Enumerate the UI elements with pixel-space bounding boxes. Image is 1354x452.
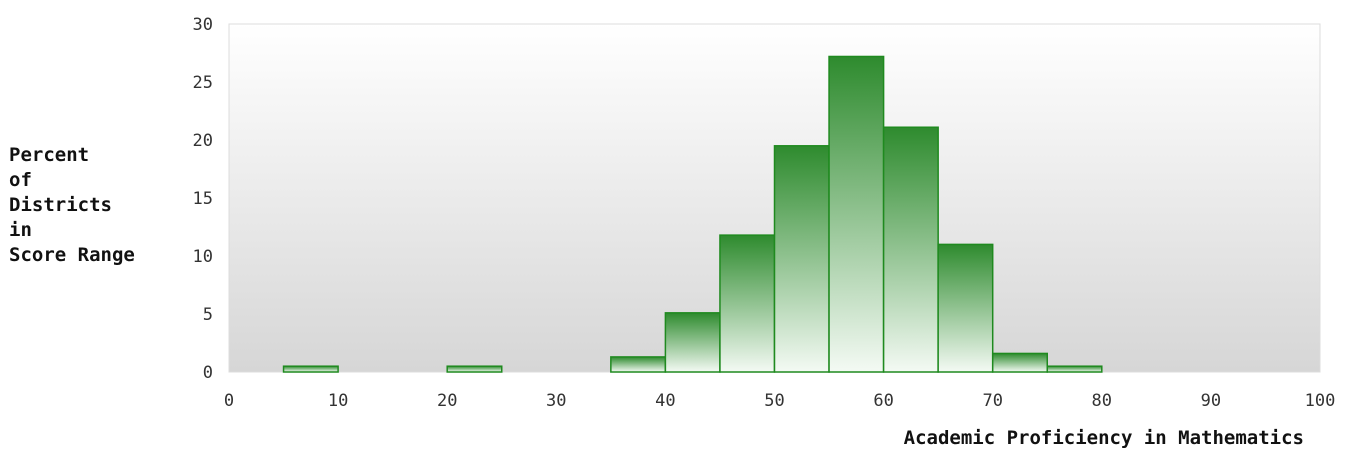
histogram-bar <box>882 126 939 373</box>
y-tick-label: 30 <box>193 15 213 35</box>
y-tick-label: 0 <box>203 363 213 383</box>
histogram-bar <box>773 145 830 373</box>
x-tick-label: 20 <box>437 391 457 411</box>
y-axis-label-line: in <box>9 219 32 241</box>
x-tick-label: 70 <box>982 391 1002 411</box>
bars-group <box>282 55 1103 373</box>
x-tick-label: 60 <box>873 391 893 411</box>
x-tick-label: 50 <box>764 391 784 411</box>
x-tick-label: 30 <box>546 391 566 411</box>
y-axis-label-line: Percent <box>9 144 89 166</box>
x-tick-label: 90 <box>1201 391 1221 411</box>
y-axis-ticks: 0 5 10 15 20 25 30 <box>193 15 213 383</box>
histogram-bar <box>937 243 994 373</box>
x-tick-label: 100 <box>1305 391 1336 411</box>
y-tick-label: 15 <box>193 189 213 209</box>
histogram-bar <box>1046 365 1103 373</box>
histogram-bar <box>828 55 885 373</box>
histogram-bar <box>719 234 776 373</box>
y-tick-label: 10 <box>193 247 213 267</box>
histogram-bar <box>446 365 503 373</box>
x-axis-label: Academic Proficiency in Mathematics <box>904 427 1304 449</box>
y-tick-label: 5 <box>203 305 213 325</box>
x-tick-label: 0 <box>224 391 234 411</box>
x-tick-label: 10 <box>328 391 348 411</box>
y-axis-label-line: Districts <box>9 194 112 216</box>
y-axis-label-line: Score Range <box>9 244 135 266</box>
y-axis-label-line: of <box>9 169 32 191</box>
x-tick-label: 80 <box>1092 391 1112 411</box>
histogram-bar <box>991 352 1049 373</box>
histogram-bar <box>664 312 721 373</box>
y-tick-label: 25 <box>193 73 213 93</box>
x-axis-ticks: 0 10 20 30 40 50 60 70 80 90 100 <box>224 391 1335 411</box>
histogram-bar <box>610 356 667 373</box>
y-axis-label: Percent of Districts in Score Range <box>9 144 135 266</box>
x-tick-label: 40 <box>655 391 675 411</box>
histogram-bar <box>282 365 339 373</box>
y-tick-label: 20 <box>193 131 213 151</box>
